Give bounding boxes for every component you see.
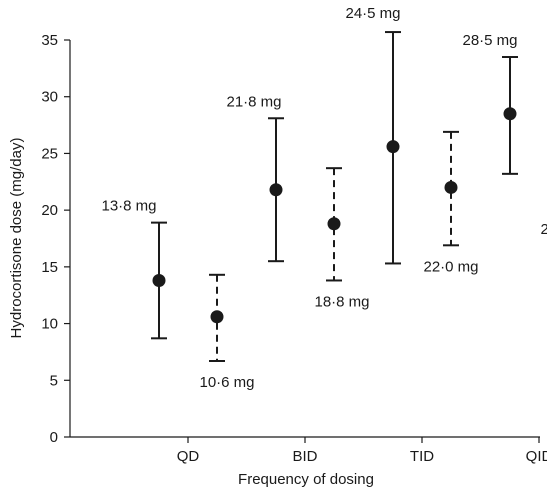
- data-point: [269, 183, 283, 197]
- y-axis-title: Hydrocortisone dose (mg/day): [8, 138, 25, 339]
- data-point: [152, 273, 166, 287]
- data-point: [386, 140, 400, 154]
- x-axis-title: Frequency of dosing: [238, 471, 374, 488]
- data-marks: 13·8 mg 21·8 mg 24·5 mg 28·5 mg 10·6 mg 18·8 …: [101, 5, 547, 391]
- data-label: 21·8 mg: [226, 93, 281, 110]
- y-tick-label: 20: [41, 202, 58, 219]
- data-point: [503, 107, 517, 121]
- data-point: [444, 180, 458, 194]
- x-tick-label: BID: [292, 448, 317, 465]
- y-tick-label: 0: [50, 429, 58, 446]
- data-point: [327, 217, 341, 231]
- y-tick-label: 5: [50, 372, 58, 389]
- data-label: 10·6 mg: [199, 374, 254, 391]
- y-tick-label: 10: [41, 316, 58, 333]
- data-label: 24·5 mg: [345, 5, 400, 22]
- data-label: 25·3 mg: [540, 221, 547, 238]
- data-point: [210, 310, 224, 324]
- y-tick-label: 15: [41, 259, 58, 276]
- y-tick-label: 30: [41, 89, 58, 106]
- data-label: 28·5 mg: [462, 32, 517, 49]
- x-tick-label: QID: [526, 448, 547, 465]
- x-axis-ticks: QD BID TID QID: [177, 437, 547, 465]
- x-tick-label: QD: [177, 448, 200, 465]
- data-label: 18·8 mg: [314, 293, 369, 310]
- data-label: 13·8 mg: [101, 198, 156, 215]
- data-label: 22·0 mg: [423, 258, 478, 275]
- x-tick-label: TID: [410, 448, 434, 465]
- y-tick-label: 35: [41, 32, 58, 49]
- y-axis-ticks: 0 5 10 15 20 25 30 35: [41, 32, 70, 446]
- y-tick-label: 25: [41, 145, 58, 162]
